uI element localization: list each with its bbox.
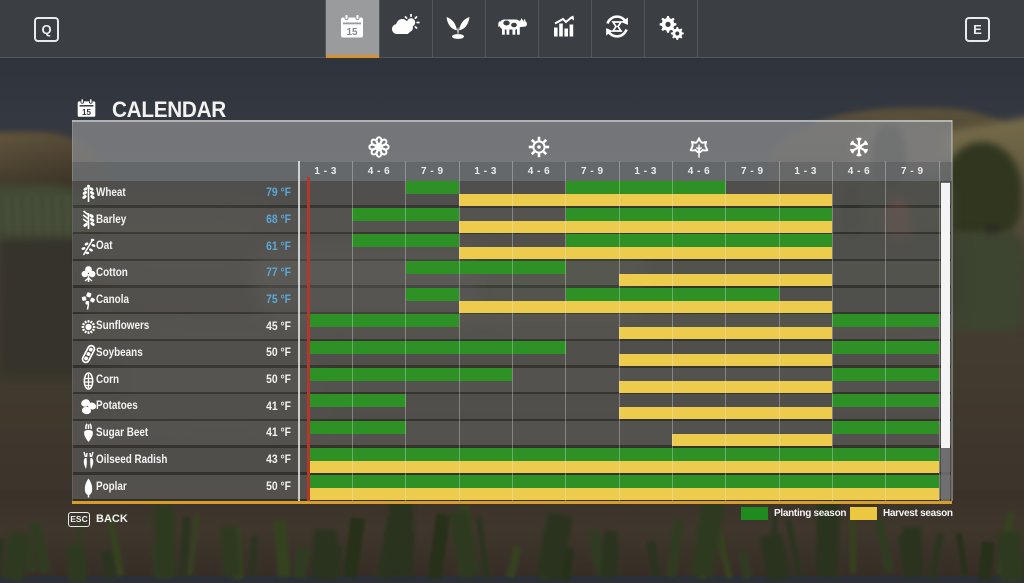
svg-text:15: 15	[346, 27, 358, 38]
svg-text:15: 15	[82, 108, 91, 117]
